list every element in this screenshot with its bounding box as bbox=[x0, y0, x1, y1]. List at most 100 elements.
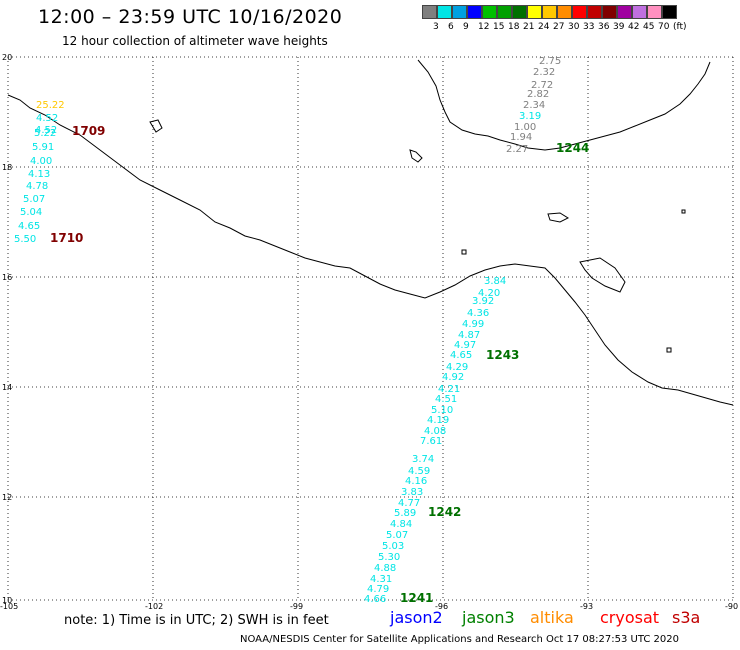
legend-label: 9 bbox=[463, 22, 469, 32]
legend-swatch bbox=[617, 5, 632, 19]
coastline-segment bbox=[409, 149, 423, 163]
satellite-name-altika: altika bbox=[530, 608, 574, 627]
legend-swatch bbox=[527, 5, 542, 19]
coastline-segment bbox=[417, 59, 711, 151]
wave-height-value: 4.52 bbox=[36, 113, 58, 124]
wave-height-value: 3.74 bbox=[412, 454, 434, 465]
wave-height-value: 4.00 bbox=[30, 156, 52, 167]
legend-swatch bbox=[632, 5, 647, 19]
wave-height-value: 4.31 bbox=[370, 574, 392, 585]
wave-height-value: 5.07 bbox=[386, 530, 408, 541]
wave-height-value: 3.92 bbox=[472, 296, 494, 307]
wave-height-value: 4.29 bbox=[446, 362, 468, 373]
legend-label: 18 bbox=[508, 22, 520, 32]
coastline-segment bbox=[681, 209, 686, 214]
coastline-segment bbox=[149, 119, 163, 133]
legend-label: 33 bbox=[583, 22, 595, 32]
wave-height-value: 4.65 bbox=[450, 350, 472, 361]
wave-height-value: 7.61 bbox=[420, 436, 442, 447]
legend-label: 30 bbox=[568, 22, 580, 32]
wave-height-value: 4.65 bbox=[18, 221, 40, 232]
wave-height-value: 3.84 bbox=[484, 276, 506, 287]
wave-height-value: 5.22 bbox=[34, 128, 56, 139]
legend-swatch bbox=[602, 5, 617, 19]
wave-height-value: 5.50 bbox=[14, 234, 36, 245]
lat-tick-label: 12 bbox=[2, 493, 12, 502]
coastline bbox=[7, 59, 734, 406]
legend-label: 3 bbox=[433, 22, 439, 32]
track-time-label: 1244 bbox=[556, 141, 589, 155]
legend-swatch bbox=[452, 5, 467, 19]
wave-height-value: 5.30 bbox=[378, 552, 400, 563]
page-subtitle: 12 hour collection of altimeter wave hei… bbox=[62, 34, 328, 48]
wave-height-value: 4.97 bbox=[454, 340, 476, 351]
color-legend bbox=[422, 5, 677, 19]
coastline-segment bbox=[7, 94, 734, 406]
wave-height-value: 5.91 bbox=[32, 142, 54, 153]
credit-line: NOAA/NESDIS Center for Satellite Applica… bbox=[240, 634, 679, 645]
satellite-name-cryosat: cryosat bbox=[600, 608, 660, 627]
coastline-segment bbox=[547, 212, 570, 223]
lon-tick-label: -102 bbox=[145, 602, 163, 611]
legend-swatch bbox=[572, 5, 587, 19]
wave-height-value: 4.36 bbox=[467, 308, 489, 319]
track-time-label: 1710 bbox=[50, 231, 83, 245]
wave-height-value: 2.82 bbox=[527, 89, 549, 100]
lat-tick-label: 18 bbox=[2, 163, 12, 172]
wave-height-value: 1.00 bbox=[514, 122, 536, 133]
legend-swatch bbox=[587, 5, 602, 19]
coastline-segment bbox=[666, 347, 672, 353]
wave-height-value: 4.77 bbox=[398, 498, 420, 509]
legend-swatch bbox=[557, 5, 572, 19]
wave-height-value: 3.19 bbox=[519, 111, 541, 122]
wave-height-value: 4.51 bbox=[435, 394, 457, 405]
track-time-label: 1709 bbox=[72, 124, 105, 138]
altimeter-tracks: 25.224.524.525.225.914.004.134.785.075.0… bbox=[14, 56, 589, 605]
legend-swatch bbox=[437, 5, 452, 19]
wave-height-value: 4.92 bbox=[442, 372, 464, 383]
lat-tick-label: 14 bbox=[2, 383, 12, 392]
legend-swatch bbox=[512, 5, 527, 19]
legend-label: 15 bbox=[493, 22, 505, 32]
wave-height-value: 4.66 bbox=[364, 594, 386, 605]
footer-note: note: 1) Time is in UTC; 2) SWH is in fe… bbox=[64, 613, 329, 628]
satellite-name-jason3: jason3 bbox=[462, 608, 515, 627]
wave-height-value: 1.94 bbox=[510, 132, 532, 143]
satellite-name-s3a: s3a bbox=[672, 608, 701, 627]
legend-label: 39 bbox=[613, 22, 625, 32]
wave-height-value: 4.21 bbox=[438, 384, 460, 395]
legend-swatch bbox=[542, 5, 557, 19]
legend-swatch bbox=[467, 5, 482, 19]
wave-height-value: 2.27 bbox=[506, 144, 528, 155]
wave-height-value: 5.89 bbox=[394, 508, 416, 519]
lon-tick-label: -99 bbox=[290, 602, 303, 611]
lat-tick-label: 20 bbox=[2, 53, 12, 62]
lon-tick-label: -93 bbox=[580, 602, 593, 611]
legend-swatch bbox=[482, 5, 497, 19]
coastline-segment bbox=[461, 249, 467, 255]
legend-swatch bbox=[647, 5, 662, 19]
lon-tick-label: -90 bbox=[725, 602, 738, 611]
lat-tick-label: 16 bbox=[2, 273, 12, 282]
legend-label: 45 bbox=[643, 22, 655, 32]
wave-height-value: 4.08 bbox=[424, 426, 446, 437]
track-time-label: 1243 bbox=[486, 348, 519, 362]
legend-swatch bbox=[662, 5, 677, 19]
wave-height-value: 3.83 bbox=[401, 487, 423, 498]
legend-swatch bbox=[422, 5, 437, 19]
wave-height-value: 4.99 bbox=[462, 319, 484, 330]
wave-height-value: 5.03 bbox=[382, 541, 404, 552]
legend-label: 70 bbox=[658, 22, 670, 32]
wave-height-value: 4.20 bbox=[478, 288, 500, 299]
wave-height-value: 4.13 bbox=[28, 169, 50, 180]
wave-height-value: 4.84 bbox=[390, 519, 412, 530]
legend-label: 21 bbox=[523, 22, 535, 32]
wave-height-value: 5.10 bbox=[431, 405, 453, 416]
wave-height-value: 2.34 bbox=[523, 100, 545, 111]
wave-height-value: 4.79 bbox=[367, 584, 389, 595]
lon-tick-label: -105 bbox=[0, 602, 18, 611]
legend-label: 12 bbox=[478, 22, 490, 32]
coastline-segment bbox=[579, 257, 626, 293]
wave-height-value: 2.75 bbox=[539, 56, 561, 67]
lon-tick-label: -96 bbox=[435, 602, 448, 611]
